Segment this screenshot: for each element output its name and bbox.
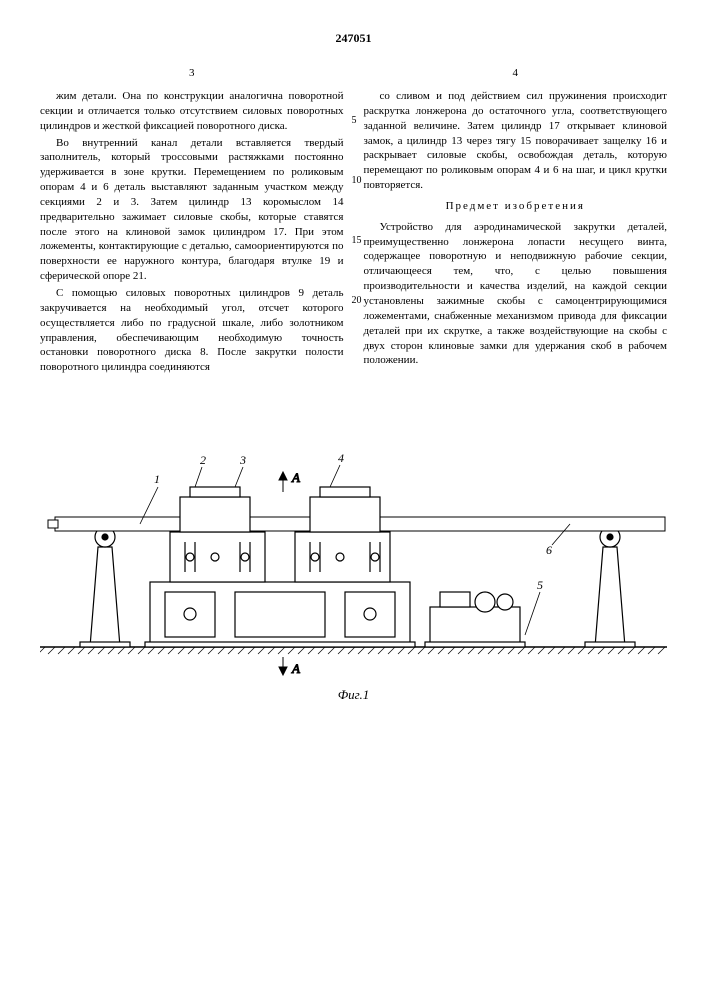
svg-text:А: А bbox=[291, 661, 300, 676]
line-number: 10 bbox=[352, 174, 362, 188]
figure-label: Фиг.1 bbox=[40, 686, 667, 704]
figure-1: А А 1 2 3 4 5 6 Фиг. bbox=[40, 417, 667, 703]
svg-text:4: 4 bbox=[338, 451, 344, 465]
document-number: 247051 bbox=[40, 30, 667, 46]
svg-text:3: 3 bbox=[239, 453, 246, 467]
left-support-stand bbox=[80, 527, 130, 647]
line-number: 20 bbox=[352, 294, 362, 308]
text-columns: 3 жим детали. Она по конструкции аналоги… bbox=[40, 66, 667, 377]
svg-text:6: 6 bbox=[546, 543, 552, 557]
rotary-sections bbox=[170, 487, 390, 582]
page-number-right: 4 bbox=[364, 66, 668, 81]
right-support-stand bbox=[585, 527, 635, 647]
line-number: 5 bbox=[352, 114, 357, 128]
paragraph: С помощью силовых поворотных цилиндров 9… bbox=[40, 286, 344, 375]
svg-text:1: 1 bbox=[154, 472, 160, 486]
line-number: 15 bbox=[352, 234, 362, 248]
aux-unit bbox=[425, 592, 525, 647]
ground-hatch bbox=[40, 647, 667, 654]
page-number-left: 3 bbox=[40, 66, 344, 81]
left-column: 3 жим детали. Она по конструкции аналоги… bbox=[40, 66, 344, 377]
svg-text:2: 2 bbox=[200, 453, 206, 467]
svg-text:5: 5 bbox=[537, 578, 543, 592]
right-column: 4 5 10 15 20 со сливом и под действием с… bbox=[364, 66, 668, 377]
paragraph: жим детали. Она по конструкции аналогичн… bbox=[40, 89, 344, 134]
section-title: Предмет изобретения bbox=[364, 199, 668, 214]
technical-drawing-svg: А А 1 2 3 4 5 6 bbox=[40, 417, 667, 677]
svg-text:А: А bbox=[291, 470, 300, 485]
machine-base bbox=[145, 582, 415, 647]
paragraph: Во внутренний канал детали вставляется т… bbox=[40, 136, 344, 284]
claim-paragraph: Устройство для аэродинамической закрутки… bbox=[364, 220, 668, 368]
paragraph: со сливом и под действием сил пружинения… bbox=[364, 89, 668, 193]
